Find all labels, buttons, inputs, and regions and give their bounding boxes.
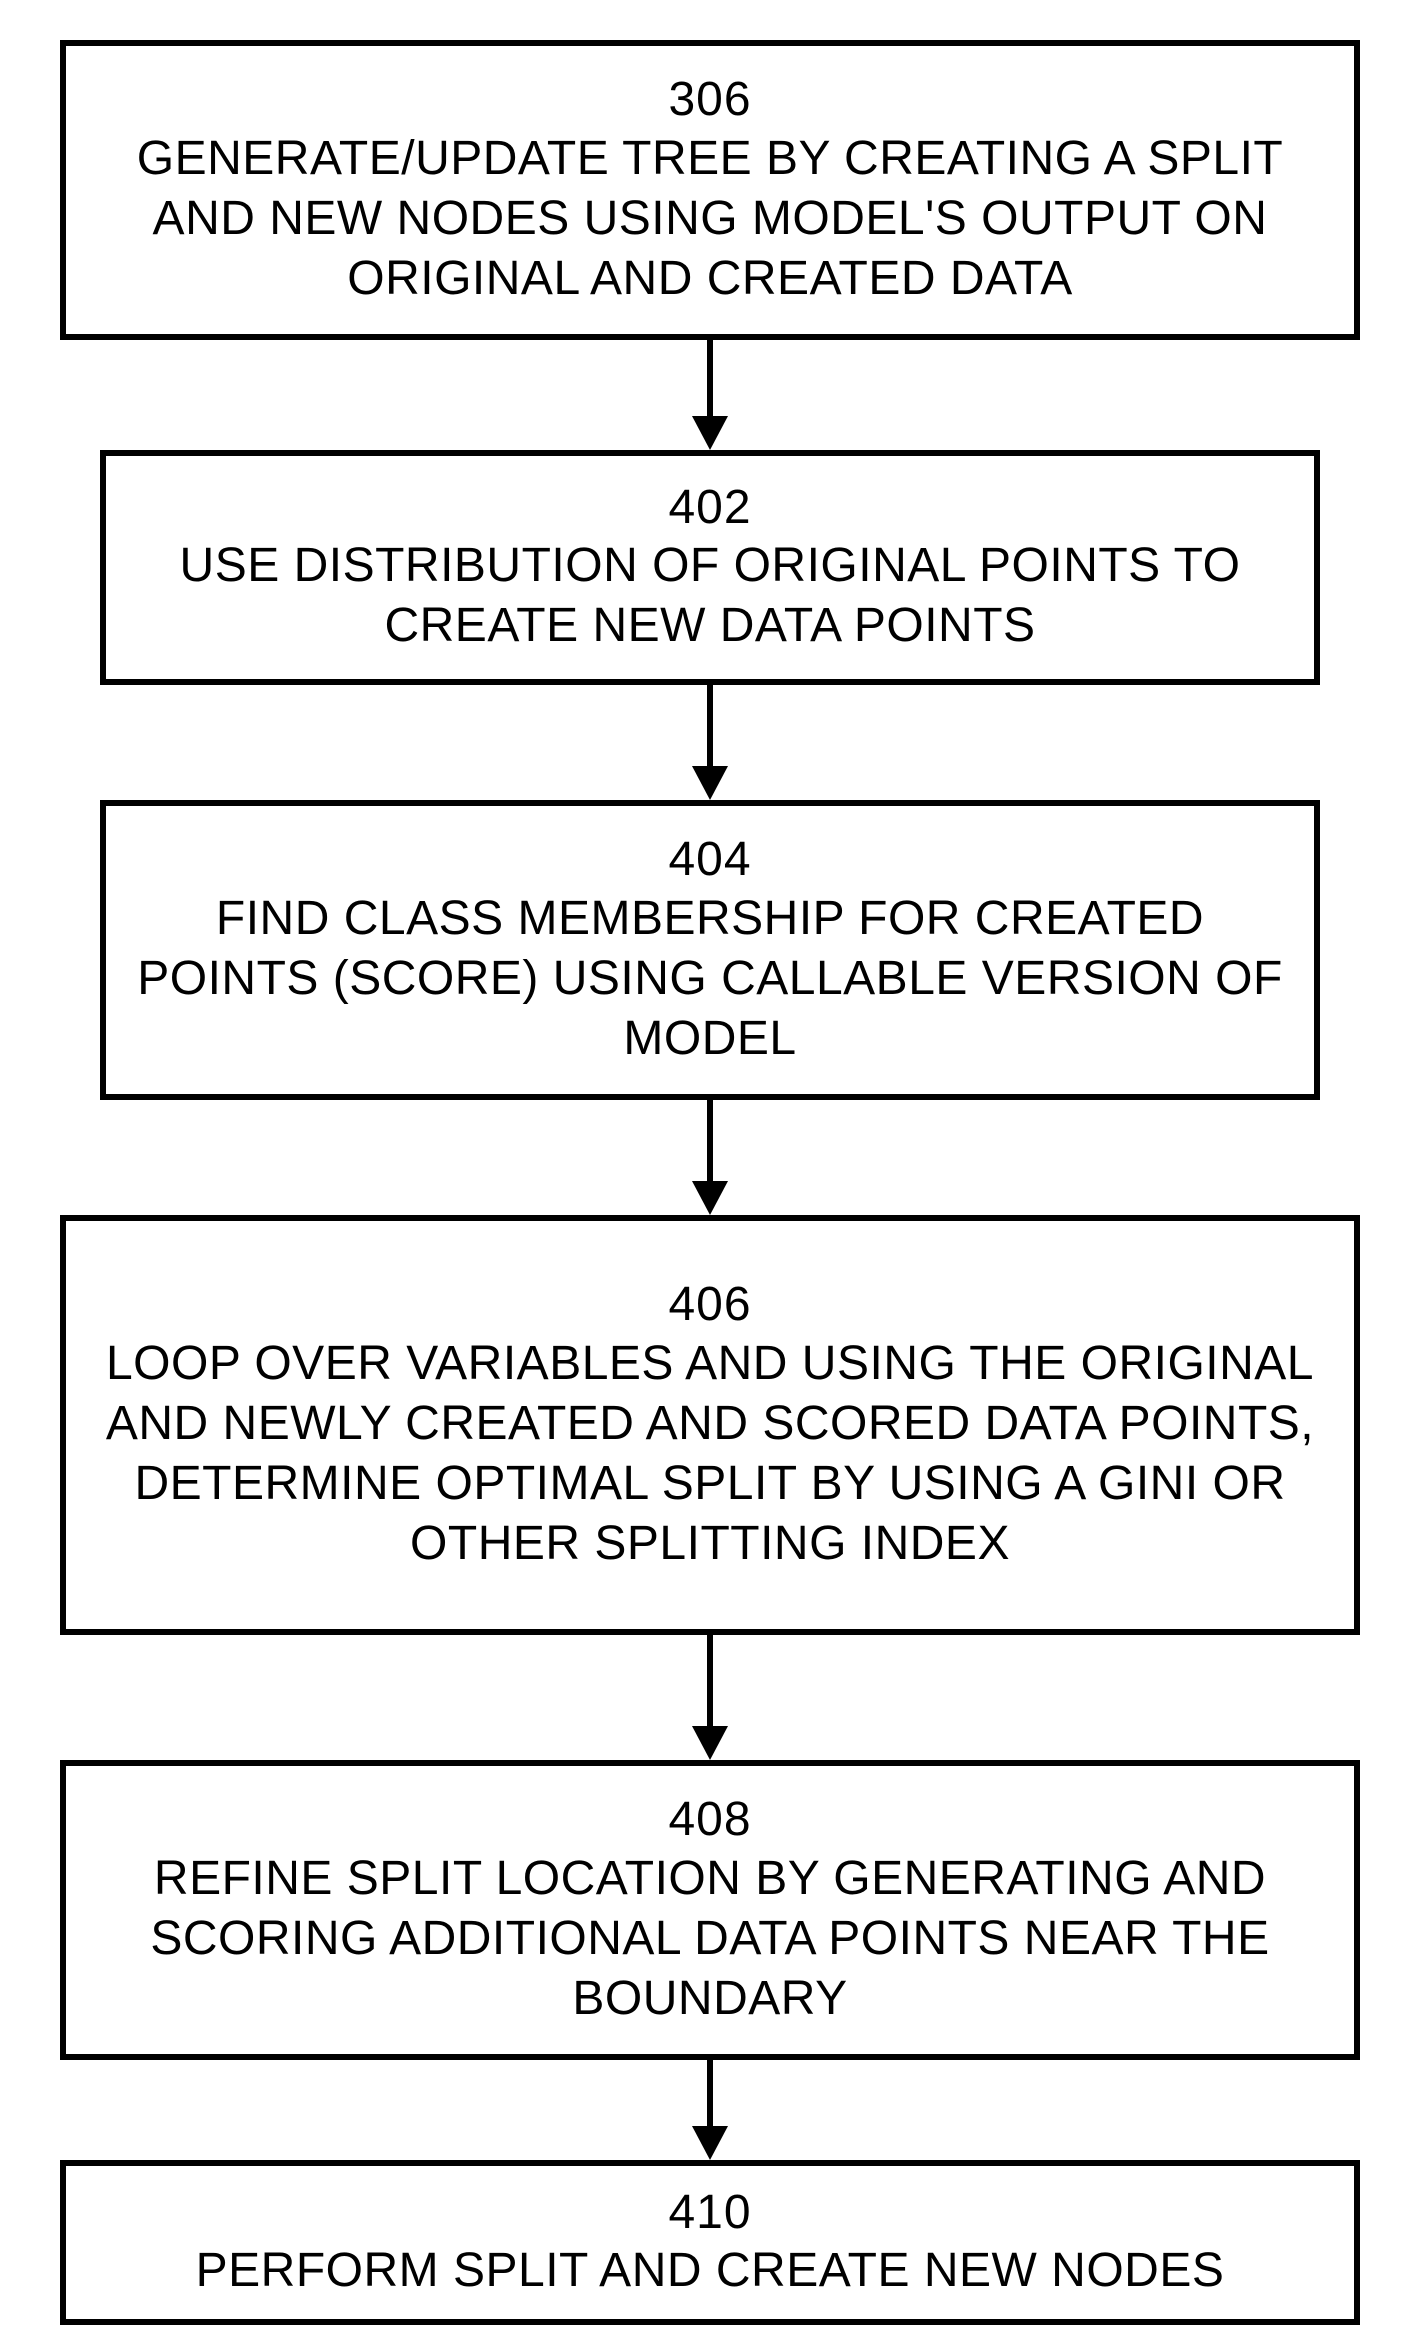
arrow-head-icon [692, 2126, 728, 2160]
node-text: LOOP OVER VARIABLES AND USING THE ORIGIN… [86, 1334, 1334, 1574]
node-text: PERFORM SPLIT AND CREATE NEW NODES [196, 2241, 1225, 2301]
node-text: REFINE SPLIT LOCATION BY GENERATING AND … [86, 1849, 1334, 2029]
flow-node-408: 408 REFINE SPLIT LOCATION BY GENERATING … [60, 1760, 1360, 2060]
arrow-line [707, 1635, 713, 1728]
arrow-line [707, 340, 713, 418]
flowchart-canvas: 306 GENERATE/UPDATE TREE BY CREATING A S… [0, 0, 1420, 2336]
flow-node-402: 402 USE DISTRIBUTION OF ORIGINAL POINTS … [100, 450, 1320, 685]
arrow-head-icon [692, 1726, 728, 1760]
arrow-line [707, 685, 713, 768]
flow-node-406: 406 LOOP OVER VARIABLES AND USING THE OR… [60, 1215, 1360, 1635]
node-number: 408 [668, 1791, 751, 1849]
node-text: USE DISTRIBUTION OF ORIGINAL POINTS TO C… [126, 536, 1294, 656]
node-text: FIND CLASS MEMBERSHIP FOR CREATED POINTS… [126, 889, 1294, 1069]
flow-node-306: 306 GENERATE/UPDATE TREE BY CREATING A S… [60, 40, 1360, 340]
node-number: 406 [668, 1276, 751, 1334]
arrow-line [707, 2060, 713, 2128]
node-number: 404 [668, 831, 751, 889]
arrow-head-icon [692, 416, 728, 450]
arrow-line [707, 1100, 713, 1183]
node-number: 402 [668, 479, 751, 537]
node-number: 306 [668, 71, 751, 129]
node-number: 410 [668, 2184, 751, 2242]
arrow-head-icon [692, 1181, 728, 1215]
flow-node-404: 404 FIND CLASS MEMBERSHIP FOR CREATED PO… [100, 800, 1320, 1100]
node-text: GENERATE/UPDATE TREE BY CREATING A SPLIT… [86, 129, 1334, 309]
flow-node-410: 410 PERFORM SPLIT AND CREATE NEW NODES [60, 2160, 1360, 2325]
arrow-head-icon [692, 766, 728, 800]
